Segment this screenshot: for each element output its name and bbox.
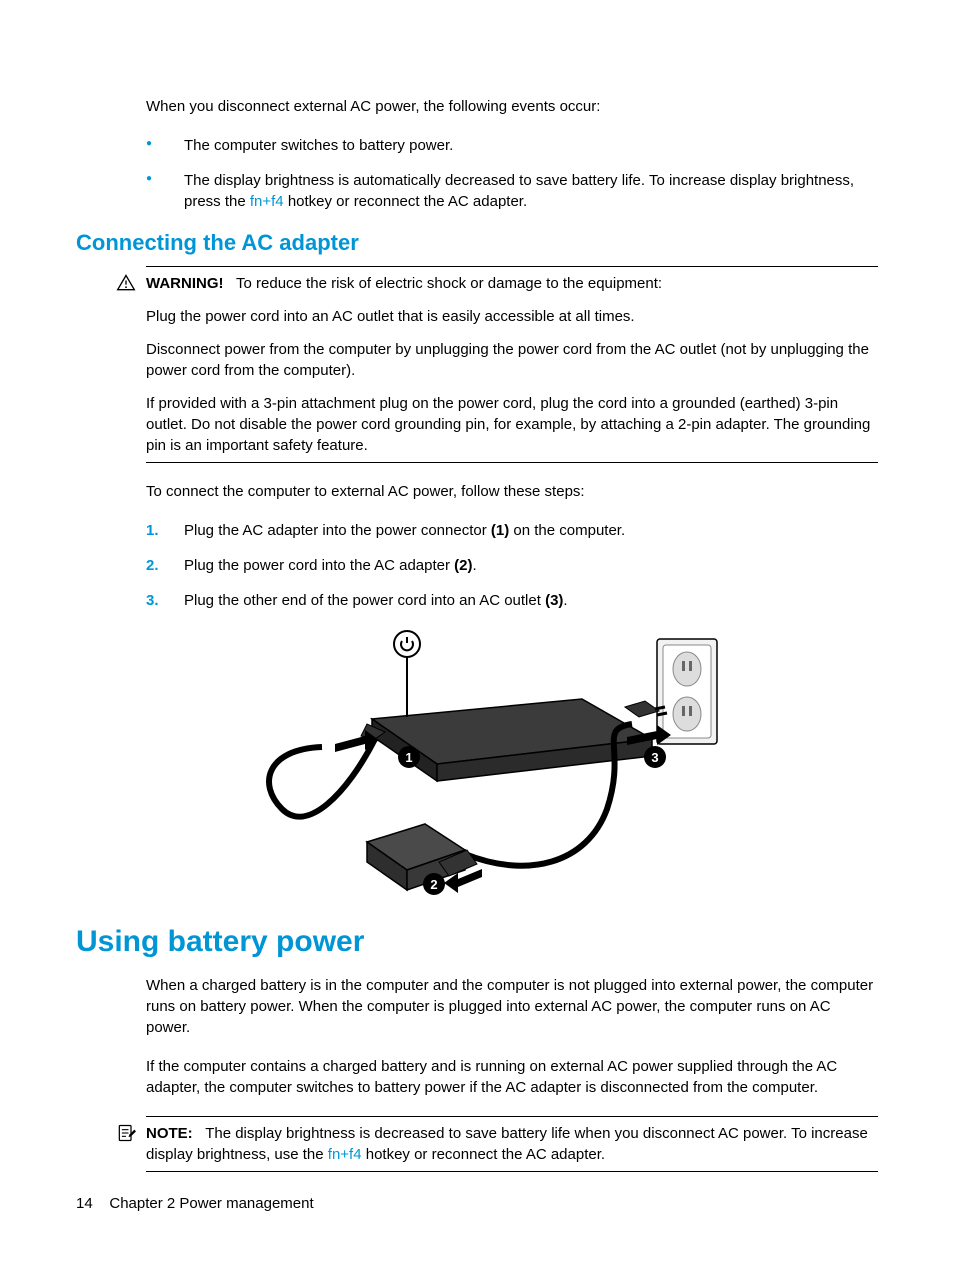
hotkey-link: fn+f4 xyxy=(250,193,284,210)
page-footer: 14 Chapter 2 Power management xyxy=(76,1195,314,1212)
battery-p1: When a charged battery is in the compute… xyxy=(146,975,878,1038)
step-text: . xyxy=(473,557,477,574)
callout-2: 2 xyxy=(430,877,437,892)
warning-icon xyxy=(116,273,136,293)
hotkey-link: fn+f4 xyxy=(328,1146,362,1163)
callout-1: 1 xyxy=(405,750,412,765)
intro-bullet-list: The computer switches to battery power. … xyxy=(146,135,878,212)
step-text: Plug the power cord into the AC adapter xyxy=(184,557,454,574)
callout-ref: (3) xyxy=(545,592,563,609)
intro-lead: When you disconnect external AC power, t… xyxy=(146,96,878,117)
section-heading-battery: Using battery power xyxy=(76,925,878,959)
note-icon xyxy=(116,1123,136,1143)
bullet-text: hotkey or reconnect the AC adapter. xyxy=(284,193,528,210)
step-text: Plug the other end of the power cord int… xyxy=(184,592,545,609)
step-number: 2. xyxy=(146,555,159,576)
warning-p2: Plug the power cord into an AC outlet th… xyxy=(146,306,878,327)
warning-p4: If provided with a 3-pin attachment plug… xyxy=(146,393,878,456)
warning-p3: Disconnect power from the computer by un… xyxy=(146,339,878,381)
list-item: The display brightness is automatically … xyxy=(146,170,878,212)
note-label: NOTE: xyxy=(146,1125,193,1142)
page-number: 14 xyxy=(76,1195,93,1212)
note-admonition: NOTE: The display brightness is decrease… xyxy=(146,1116,878,1172)
warning-admonition: WARNING! To reduce the risk of electric … xyxy=(146,266,878,463)
steps-list: 1. Plug the AC adapter into the power co… xyxy=(146,520,878,611)
callout-ref: (2) xyxy=(454,557,472,574)
ac-adapter-figure: 1 2 3 xyxy=(227,629,727,899)
list-item: The computer switches to battery power. xyxy=(146,135,878,156)
note-text: NOTE: The display brightness is decrease… xyxy=(146,1123,878,1165)
list-item: 2. Plug the power cord into the AC adapt… xyxy=(146,555,878,576)
step-text: Plug the AC adapter into the power conne… xyxy=(184,522,491,539)
chapter-label: Chapter 2 Power management xyxy=(109,1195,313,1212)
list-item: 3. Plug the other end of the power cord … xyxy=(146,590,878,611)
warning-p1: WARNING! To reduce the risk of electric … xyxy=(146,273,878,294)
warning-label: WARNING! xyxy=(146,275,224,292)
step-text: on the computer. xyxy=(509,522,625,539)
warning-text: To reduce the risk of electric shock or … xyxy=(236,275,662,292)
battery-p2: If the computer contains a charged batte… xyxy=(146,1056,878,1098)
callout-ref: (1) xyxy=(491,522,509,539)
section-heading-connecting: Connecting the AC adapter xyxy=(76,230,878,256)
step-text: . xyxy=(563,592,567,609)
list-item: 1. Plug the AC adapter into the power co… xyxy=(146,520,878,541)
note-body: hotkey or reconnect the AC adapter. xyxy=(362,1146,606,1163)
callout-3: 3 xyxy=(651,750,658,765)
steps-lead: To connect the computer to external AC p… xyxy=(146,481,878,502)
step-number: 3. xyxy=(146,590,159,611)
step-number: 1. xyxy=(146,520,159,541)
bullet-text: The computer switches to battery power. xyxy=(184,137,453,154)
